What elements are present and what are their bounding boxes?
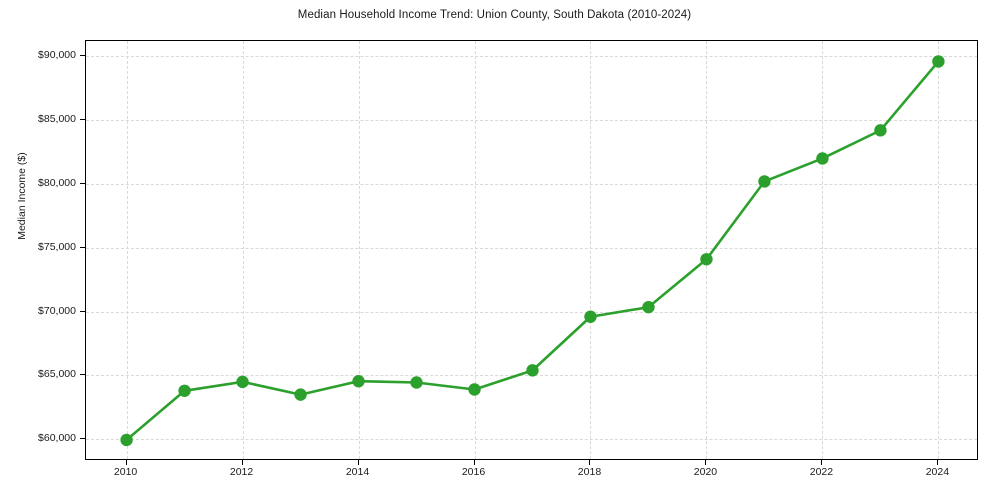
y-axis-tick-label: $75,000 xyxy=(38,240,76,253)
gridline-vertical xyxy=(706,41,708,459)
gridline-horizontal xyxy=(86,439,977,441)
plot-area xyxy=(85,40,978,460)
y-axis-tick-label: $70,000 xyxy=(38,304,76,317)
x-axis-tick-label: 2022 xyxy=(809,466,834,478)
gridline-vertical xyxy=(474,41,476,459)
gridline-vertical xyxy=(126,41,128,459)
data-point xyxy=(874,124,887,137)
gridline-horizontal xyxy=(86,247,977,249)
x-axis-tick-label: 2014 xyxy=(345,466,370,478)
x-axis-tick-mark xyxy=(821,460,823,465)
y-axis-tick-mark xyxy=(80,119,85,121)
data-point xyxy=(178,384,191,397)
y-axis-tick-mark xyxy=(80,182,85,184)
y-axis-tick-label: $85,000 xyxy=(38,113,76,126)
gridline-horizontal xyxy=(86,311,977,313)
data-point xyxy=(758,175,771,188)
y-axis-tick-label: $90,000 xyxy=(38,49,76,62)
y-axis-tick-label: $65,000 xyxy=(38,368,76,381)
y-axis-tick-label: $60,000 xyxy=(38,432,76,445)
gridline-horizontal xyxy=(86,56,977,58)
data-point xyxy=(584,310,597,323)
y-axis-tick-mark xyxy=(80,246,85,248)
x-axis-tick-label: 2018 xyxy=(577,466,602,478)
gridline-vertical xyxy=(938,41,940,459)
y-axis-tick-mark xyxy=(80,310,85,312)
x-axis-tick-mark xyxy=(357,460,359,465)
data-point xyxy=(352,375,365,388)
y-axis-tick-mark xyxy=(80,438,85,440)
x-axis-tick-label: 2020 xyxy=(693,466,718,478)
gridline-horizontal xyxy=(86,120,977,122)
income-markers xyxy=(120,55,945,447)
chart-title: Median Household Income Trend: Union Cou… xyxy=(297,9,692,21)
data-point xyxy=(642,300,655,314)
y-axis-tick-label: $80,000 xyxy=(38,176,76,189)
data-point xyxy=(120,433,133,447)
data-point xyxy=(526,364,539,377)
x-axis-tick-mark xyxy=(589,460,591,465)
x-axis-tick-mark xyxy=(473,460,475,465)
x-axis-tick-mark xyxy=(705,460,707,465)
data-point xyxy=(700,253,713,266)
data-point xyxy=(236,375,249,389)
data-point xyxy=(410,376,423,389)
data-point xyxy=(932,55,945,68)
data-point xyxy=(816,152,829,165)
x-axis-tick-mark xyxy=(125,460,127,465)
x-axis-tick-mark xyxy=(937,460,939,465)
x-axis-tick-mark xyxy=(241,460,243,465)
x-axis-tick-label: 2016 xyxy=(461,466,486,478)
y-axis-tick-mark xyxy=(80,55,85,57)
data-point xyxy=(294,388,307,401)
gridline-horizontal xyxy=(86,183,977,185)
x-axis-tick-label: 2010 xyxy=(113,466,138,478)
gridline-vertical xyxy=(242,41,244,459)
gridline-vertical xyxy=(358,41,360,459)
data-series-layer xyxy=(120,55,945,447)
x-axis-tick-label: 2012 xyxy=(229,466,254,478)
x-axis-tick-label: 2024 xyxy=(925,466,950,478)
gridline-vertical xyxy=(822,41,824,459)
data-point xyxy=(468,383,481,396)
gridline-vertical xyxy=(590,41,592,459)
y-axis-tick-mark xyxy=(80,374,85,376)
